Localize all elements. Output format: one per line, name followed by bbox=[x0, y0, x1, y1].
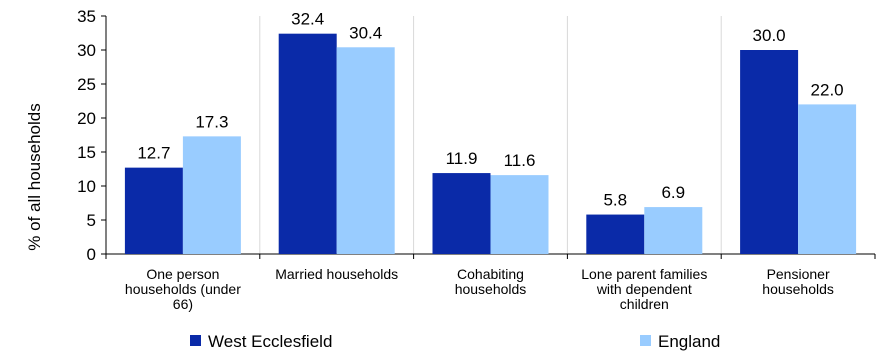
x-tick-label-line: Lone parent families bbox=[581, 266, 707, 282]
x-tick-label-line: households bbox=[762, 281, 834, 297]
bar bbox=[124, 167, 183, 254]
y-tick-label: 25 bbox=[77, 75, 96, 94]
x-tick-label-line: Pensioner bbox=[767, 266, 830, 282]
y-tick-label: 35 bbox=[77, 7, 96, 26]
legend-swatch bbox=[190, 335, 201, 346]
data-label: 11.9 bbox=[446, 149, 478, 168]
legend-swatch bbox=[640, 335, 651, 346]
x-tick-label-line: Cohabiting bbox=[457, 266, 524, 282]
x-tick-label-line: One person bbox=[146, 266, 219, 282]
x-tick-label-line: with dependent bbox=[596, 281, 692, 297]
x-tick-label-line: Married households bbox=[275, 266, 398, 282]
plot-area: 0 5 10 15 20 25 30 35 12.7 32.4 11.9 5.8 30.0 17.3 30.… bbox=[77, 7, 876, 351]
y-tick-label: 10 bbox=[77, 177, 96, 196]
y-tick-label: 20 bbox=[77, 109, 96, 128]
data-label: 30.0 bbox=[753, 26, 786, 45]
bar bbox=[182, 136, 241, 254]
data-label: 30.4 bbox=[349, 23, 382, 42]
x-tick-label-line: children bbox=[620, 296, 669, 312]
bar bbox=[490, 175, 549, 254]
legend-label: West Ecclesfield bbox=[208, 332, 332, 351]
bar bbox=[740, 50, 799, 254]
x-tick-label-line: households (under bbox=[125, 281, 241, 297]
data-label: 12.7 bbox=[137, 144, 170, 163]
bar bbox=[432, 173, 491, 254]
data-label: 5.8 bbox=[603, 191, 627, 210]
data-label: 32.4 bbox=[291, 10, 324, 29]
x-tick-label: Lone parent families with dependent childr… bbox=[581, 266, 707, 312]
y-tick-label: 5 bbox=[87, 211, 96, 230]
x-tick-label: Married households bbox=[275, 266, 398, 282]
x-tick-label-line: households bbox=[455, 281, 527, 297]
x-tick-label: Pensioner households bbox=[762, 266, 834, 297]
data-label: 17.3 bbox=[195, 112, 228, 131]
data-label: 11.6 bbox=[504, 151, 536, 170]
data-label: 22.0 bbox=[811, 80, 844, 99]
y-tick-label: 15 bbox=[77, 143, 96, 162]
x-tick-label: Cohabiting households bbox=[455, 266, 527, 297]
legend-label: England bbox=[658, 332, 720, 351]
bar bbox=[644, 207, 703, 254]
y-axis-label: % of all households bbox=[25, 103, 44, 250]
bar bbox=[798, 104, 857, 255]
y-tick-label: 0 bbox=[87, 245, 96, 264]
y-tick-label: 30 bbox=[77, 41, 96, 60]
bar bbox=[586, 214, 645, 254]
bar bbox=[278, 33, 337, 255]
data-label: 6.9 bbox=[661, 183, 685, 202]
bar bbox=[336, 47, 395, 254]
x-tick-label: One person households (under 66) bbox=[125, 266, 241, 312]
x-tick-label-line: 66) bbox=[173, 296, 193, 312]
